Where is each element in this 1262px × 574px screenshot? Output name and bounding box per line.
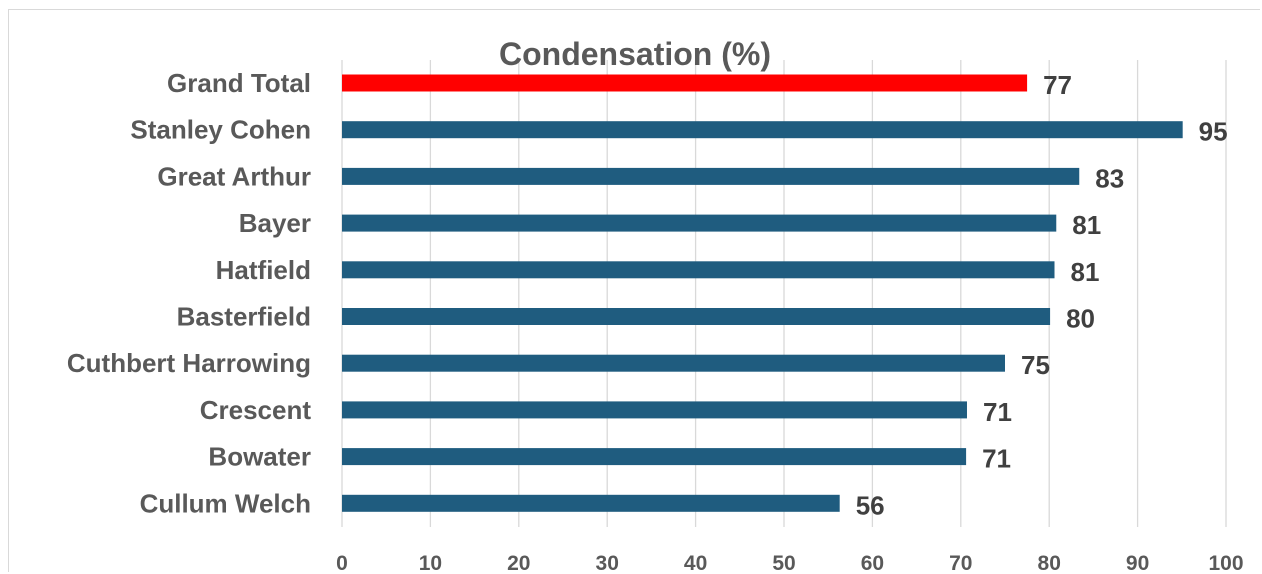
- bar: [342, 354, 1005, 372]
- bar: [342, 308, 1051, 325]
- x-tick-label: 60: [861, 552, 884, 574]
- x-tick-label: 100: [1208, 552, 1243, 574]
- chart-frame: [8, 9, 1260, 572]
- x-tick-label: 80: [1038, 552, 1061, 574]
- bar: [342, 448, 967, 466]
- data-label: 80: [1066, 304, 1095, 334]
- data-label: 56: [856, 490, 885, 520]
- x-tick-label: 10: [419, 552, 442, 574]
- x-tick-label: 0: [336, 552, 348, 574]
- data-label: 71: [982, 444, 1011, 474]
- data-labels: 77 95 83 81 81 80 75 71 71 56: [856, 70, 1228, 520]
- bars: [342, 74, 1183, 512]
- data-label: 81: [1071, 257, 1100, 287]
- data-label: 77: [1043, 70, 1072, 100]
- x-tick-label: 70: [949, 552, 972, 574]
- category-label: Grand Total: [167, 68, 311, 98]
- data-label: 81: [1072, 210, 1101, 240]
- category-label: Hatfield: [216, 255, 311, 285]
- x-axis-tick-labels: 0 10 20 30 40 50 60 70 80 90 100: [336, 552, 1243, 574]
- category-label: Great Arthur: [157, 161, 311, 191]
- data-label: 75: [1021, 350, 1050, 380]
- data-label: 95: [1199, 117, 1228, 147]
- x-tick-label: 50: [772, 552, 795, 574]
- bar: [342, 214, 1057, 232]
- bar: [342, 121, 1183, 139]
- x-tick-label: 30: [596, 552, 619, 574]
- category-label: Crescent: [200, 395, 312, 425]
- bar: [342, 167, 1080, 185]
- data-label: 71: [983, 397, 1012, 427]
- category-label: Stanley Cohen: [130, 115, 311, 145]
- bar: [342, 74, 1028, 92]
- category-label: Cuthbert Harrowing: [67, 348, 311, 378]
- category-label: Bowater: [208, 442, 311, 472]
- chart-title: Condensation (%): [499, 36, 771, 72]
- bar: [342, 261, 1055, 279]
- category-label: Bayer: [239, 208, 311, 238]
- data-label: 83: [1095, 163, 1124, 193]
- category-labels: Grand Total Stanley Cohen Great Arthur Baye…: [67, 68, 311, 518]
- x-tick-label: 90: [1126, 552, 1149, 574]
- x-tick-label: 40: [684, 552, 707, 574]
- category-label: Cullum Welch: [140, 488, 311, 518]
- x-tick-label: 20: [507, 552, 530, 574]
- bar: [342, 494, 840, 512]
- category-label: Basterfield: [177, 302, 311, 332]
- bar: [342, 401, 967, 419]
